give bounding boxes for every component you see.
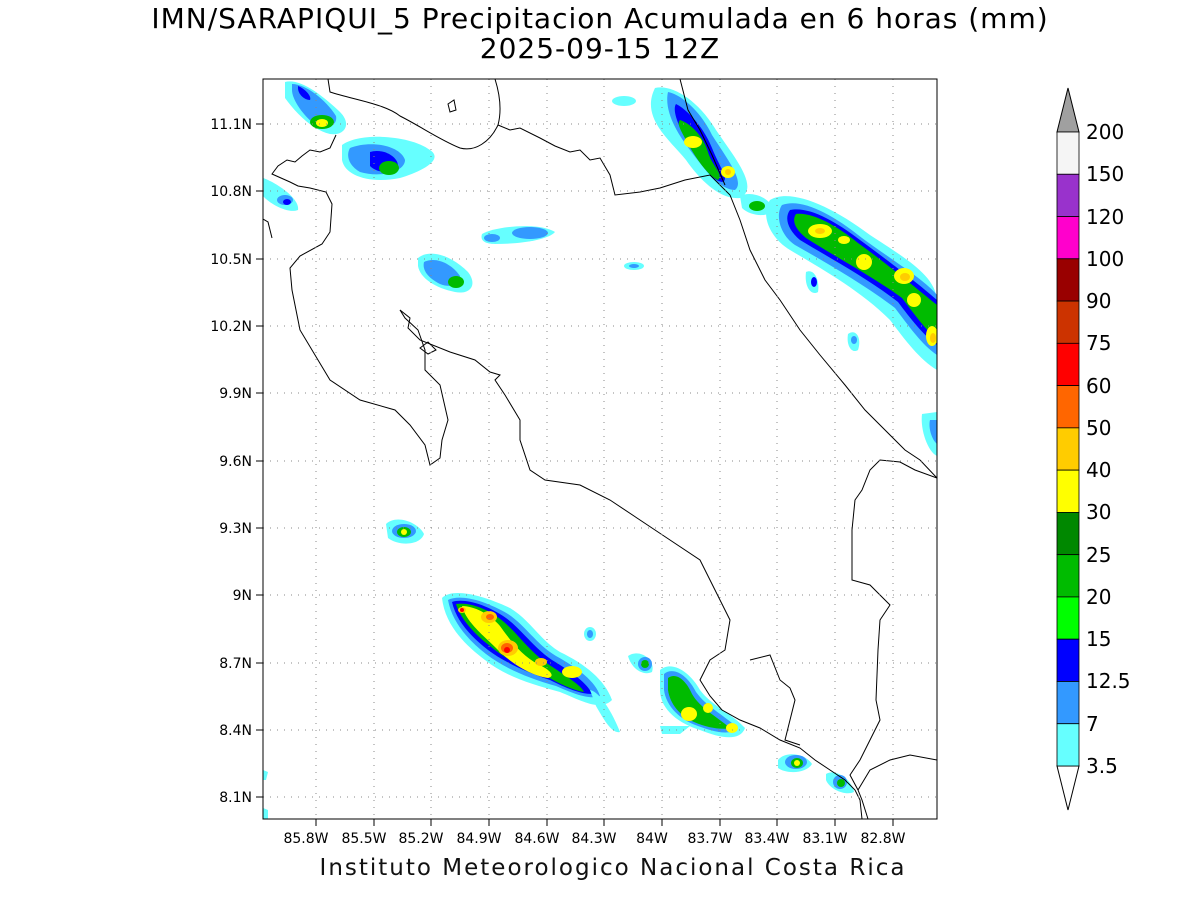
colorbar-label: 40 <box>1086 458 1112 483</box>
y-tick-label: 9.6N <box>219 454 252 470</box>
rain-cell-north-plains <box>418 253 473 293</box>
colorbar-label: 90 <box>1086 289 1112 314</box>
colorbar-label: 200 <box>1086 120 1125 144</box>
x-tick-label: 84.3W <box>571 831 616 847</box>
x-tick-label: 82.8W <box>860 831 905 847</box>
colorbar-segment <box>1056 723 1080 767</box>
y-tick-label: 11.1N <box>210 117 252 133</box>
colorbar-segment <box>1056 342 1080 387</box>
colorbar-label: 30 <box>1086 500 1112 525</box>
colorbar-segment <box>1056 596 1080 640</box>
colorbar-label: 150 <box>1086 162 1125 187</box>
x-tick-label: 85.5W <box>341 831 386 847</box>
x-tick-label: 83.1W <box>802 831 847 847</box>
colorbar-label: 60 <box>1086 373 1112 398</box>
axis-ticks <box>256 123 894 826</box>
x-tick-label: 85.8W <box>283 831 328 847</box>
rain-cell-central-north <box>481 96 644 270</box>
y-tick-label: 8.1N <box>219 790 252 806</box>
colorbar-label: 75 <box>1086 331 1112 356</box>
precipitation-layer <box>263 81 937 819</box>
colorbar-segment <box>1056 216 1080 260</box>
y-tick-label: 10.2N <box>210 319 252 335</box>
colorbar-segment <box>1056 385 1080 429</box>
rain-cell-osa <box>628 653 745 738</box>
colorbar-segment <box>1056 638 1080 682</box>
rain-cell-gulf-nicoya <box>342 136 435 180</box>
colorbar-top-arrow <box>1056 87 1080 133</box>
coastlines <box>263 79 937 819</box>
colorbar-label: 7 <box>1086 711 1099 736</box>
colorbar-label: 50 <box>1086 415 1112 440</box>
credit-footer: Instituto Meteorologico Nacional Costa R… <box>319 855 907 881</box>
colorbar-label: 3.5 <box>1086 754 1118 778</box>
rain-cell-west-edge <box>263 178 299 211</box>
x-tick-label: 85.2W <box>398 831 443 847</box>
rain-cell-south-pacific-sea <box>442 593 620 733</box>
colorbar-segment <box>1056 427 1080 471</box>
x-tick-label: 83.7W <box>687 831 732 847</box>
y-tick-label: 8.7N <box>219 656 252 672</box>
colorbar-bottom-arrow <box>1056 765 1080 811</box>
colorbar-segment <box>1056 512 1080 556</box>
colorbar-segment <box>1056 131 1080 175</box>
map-title: IMN/SARAPIQUI_5 Precipitacion Acumulada … <box>151 2 1049 35</box>
precip-colorbar <box>1056 87 1080 811</box>
colorbar-label: 25 <box>1086 542 1112 567</box>
x-tick-label: 84.6W <box>514 831 559 847</box>
x-tick-label: 84W <box>636 831 668 847</box>
colorbar-segment <box>1056 173 1080 217</box>
y-tick-label: 8.4N <box>219 723 252 739</box>
y-tick-label: 10.5N <box>210 252 252 268</box>
colorbar-label: 20 <box>1086 584 1112 609</box>
x-tick-label: 83.4W <box>744 831 789 847</box>
rain-cell-nicoya-south <box>386 519 424 544</box>
colorbar-segment <box>1056 258 1080 302</box>
colorbar-segment <box>1056 681 1080 725</box>
colorbar-label: 120 <box>1086 204 1125 229</box>
colorbar-segment <box>1056 554 1080 598</box>
colorbar-label: 12.5 <box>1086 669 1131 694</box>
colorbar-segment <box>1056 469 1080 513</box>
rain-cell-caribbean-coast <box>766 196 937 456</box>
y-axis-labels: 11.1N 10.8N 10.5N 10.2N 9.9N 9.6N 9.3N 9… <box>210 117 252 806</box>
colorbar-label: 100 <box>1086 246 1125 271</box>
colorbar-label: 15 <box>1086 627 1112 652</box>
x-axis-labels: 85.8W 85.5W 85.2W 84.9W 84.6W 84.3W 84W … <box>283 831 905 847</box>
lat-lon-grid <box>263 79 937 819</box>
rain-cell-panama-pacific <box>263 754 854 819</box>
y-tick-label: 9.9N <box>219 386 252 402</box>
colorbar-segment <box>1056 300 1080 344</box>
y-tick-label: 9N <box>233 588 252 604</box>
map-frame <box>262 78 938 820</box>
x-tick-label: 84.9W <box>456 831 501 847</box>
y-tick-label: 10.8N <box>210 184 252 200</box>
map-subtitle-date: 2025-09-15 12Z <box>479 32 721 65</box>
rain-cell-caribbean-north <box>650 87 774 216</box>
y-tick-label: 9.3N <box>219 521 252 537</box>
